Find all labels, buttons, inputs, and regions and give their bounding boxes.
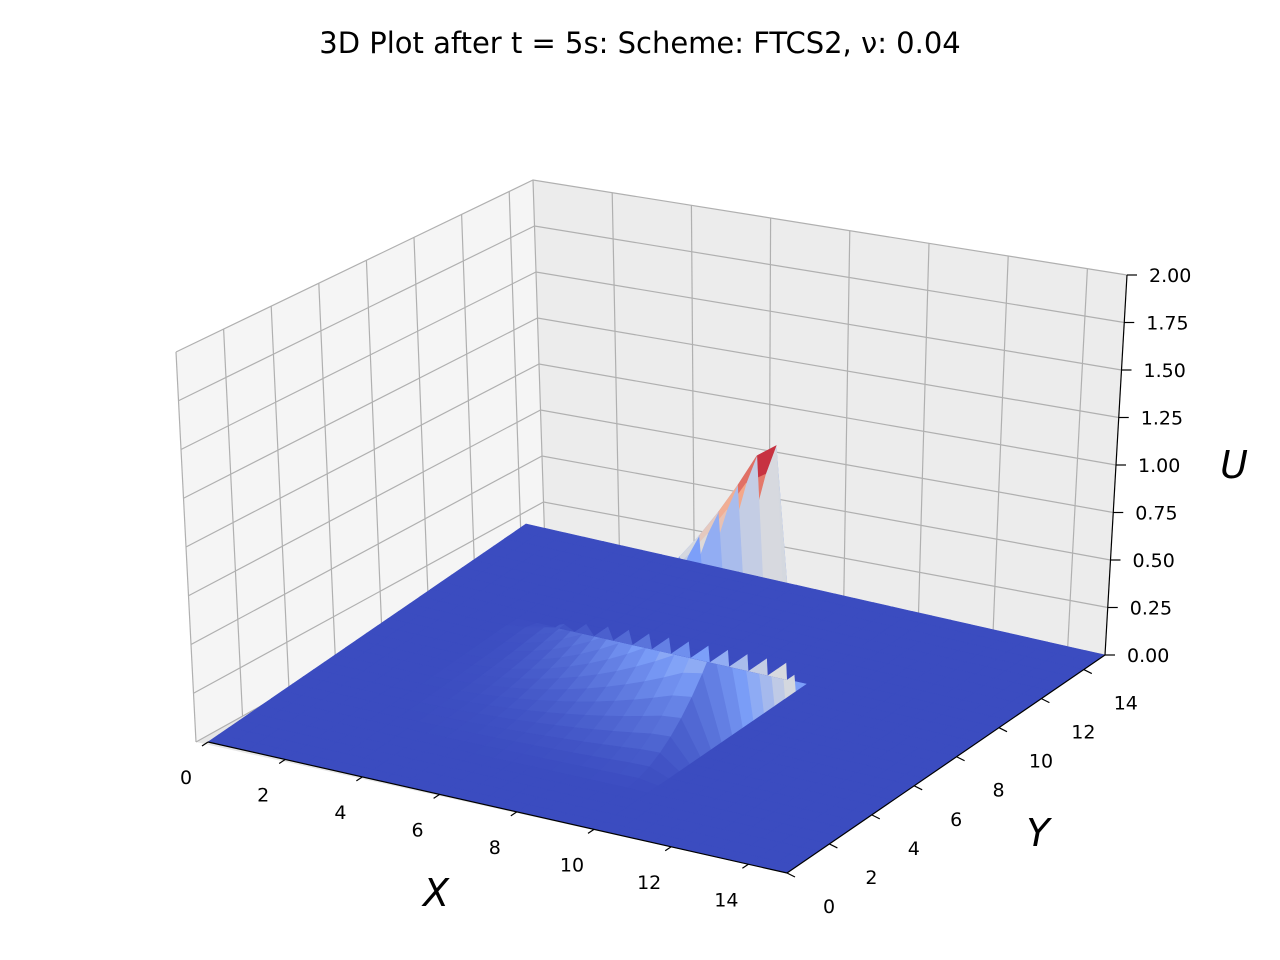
x-tick-label: 8	[489, 837, 501, 859]
x-tick	[587, 828, 595, 834]
left-pane	[176, 180, 545, 742]
y-tick	[829, 843, 838, 849]
z-tick-label: 1.00	[1138, 455, 1180, 477]
y-tick-label: 8	[993, 780, 1005, 802]
y-tick	[956, 756, 965, 762]
y-tick	[998, 727, 1008, 733]
y-tick-label: 14	[1114, 693, 1138, 715]
surface-mesh	[207, 445, 1106, 874]
y-axis-label: Y	[1026, 811, 1052, 855]
y-tick	[913, 785, 923, 791]
gridline-x-wall	[1067, 268, 1088, 648]
x-tick-label: 14	[714, 889, 738, 911]
y-tick	[1041, 698, 1050, 704]
gridline-x-wall	[532, 179, 546, 549]
x-tick-label: 4	[334, 802, 346, 824]
axis-labels: X Y U	[421, 443, 1248, 915]
x-tick-label: 10	[560, 854, 584, 876]
gridline-x-wall	[992, 255, 1009, 634]
gridline-y-wall	[223, 329, 244, 717]
x-tick	[201, 741, 209, 747]
gridline-x-wall	[917, 243, 930, 620]
x-axis-line	[207, 741, 788, 874]
z-tick-label: 0.50	[1133, 550, 1175, 572]
x-tick	[278, 758, 286, 764]
y-tick	[786, 872, 796, 878]
gridline-x-wall	[611, 192, 621, 563]
gridline-y-wall	[365, 260, 383, 639]
x-tick	[356, 776, 363, 782]
chart-title: 3D Plot after t = 5s: Scheme: FTCS2, ν: …	[319, 26, 961, 60]
y-tick	[871, 814, 881, 820]
gridline-y-wall	[508, 191, 523, 561]
gridline-y-wall	[270, 306, 290, 691]
x-tick-label: 0	[180, 767, 192, 789]
gridline-y-wall	[461, 214, 476, 587]
tick-labels: 0 2 4 6 8 10 12 14 0 2 4 6 8 10 12 14 0.00 0.25 0.50 0.75 1.…	[180, 265, 1191, 918]
y-tick-label: 10	[1029, 751, 1053, 773]
x-tick	[510, 811, 518, 817]
y-tick	[1083, 668, 1093, 675]
x-tick-label: 2	[257, 784, 269, 806]
gridline-y-wall	[318, 283, 337, 665]
x-tick-label: 12	[637, 872, 661, 894]
gridline-y-wall	[413, 237, 430, 613]
z-axis-label: U	[1220, 443, 1248, 487]
z-tick-label: 2.00	[1149, 265, 1191, 287]
z-tick-label: 1.25	[1141, 408, 1183, 430]
z-tick-label: 0.75	[1135, 503, 1177, 525]
y-tick-label: 2	[865, 867, 877, 889]
y-axis-line	[786, 654, 1106, 874]
x-tick	[664, 846, 672, 852]
x-tick	[433, 793, 440, 799]
gridline-y-wall	[175, 351, 197, 743]
gridline-x-wall	[843, 230, 851, 606]
y-tick-label: 0	[823, 896, 835, 918]
y-tick-label: 6	[950, 809, 962, 831]
z-tick-label: 0.25	[1130, 598, 1172, 620]
gridlines	[175, 179, 1128, 743]
x-tick	[742, 863, 749, 869]
x-tick-label: 6	[412, 819, 424, 841]
z-tick-label: 1.75	[1146, 313, 1188, 335]
y-tick-label: 4	[908, 838, 920, 860]
z-tick-label: 1.50	[1144, 360, 1186, 382]
z-tick-label: 0.00	[1127, 645, 1169, 667]
x-axis-label: X	[421, 871, 450, 915]
gridline-x-wall	[690, 205, 695, 577]
y-tick-label: 12	[1071, 722, 1095, 744]
